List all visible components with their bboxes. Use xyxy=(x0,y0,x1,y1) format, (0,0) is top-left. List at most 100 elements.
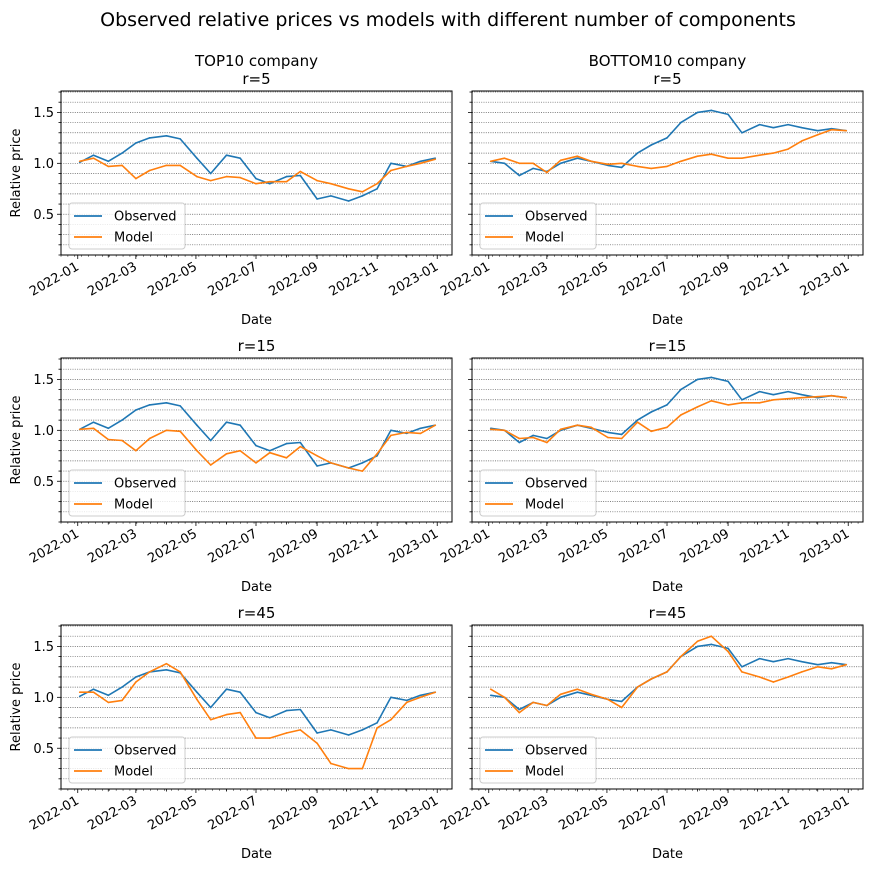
x-tick-label: 2022-03 xyxy=(85,259,140,299)
x-tick-label: 2022-09 xyxy=(678,259,733,299)
x-tick-label: 2023-01 xyxy=(387,526,442,566)
legend: Observed Model xyxy=(479,736,597,784)
data-point-observed xyxy=(268,449,271,452)
x-tick-label: 2022-05 xyxy=(556,793,611,833)
data-point-observed xyxy=(121,419,123,421)
data-point-model xyxy=(209,179,212,182)
x-tick-label: 2022-03 xyxy=(496,793,551,833)
x-tick-label: 2022-03 xyxy=(85,793,140,833)
data-point-model xyxy=(518,711,521,714)
axes-frame xyxy=(471,357,864,523)
series-line-observed xyxy=(79,401,436,469)
x-tick-label: 2023-01 xyxy=(387,793,442,833)
data-point-model xyxy=(727,404,729,406)
data-point-model xyxy=(650,167,653,170)
data-point-model xyxy=(390,718,392,721)
data-point-observed xyxy=(225,688,228,690)
x-tick-label: 2022-03 xyxy=(85,526,140,566)
data-point-model xyxy=(679,655,682,658)
data-point-model xyxy=(741,671,743,673)
data-point-observed xyxy=(135,676,137,678)
data-point-model xyxy=(434,691,437,694)
data-point-observed xyxy=(361,729,364,731)
data-point-model xyxy=(285,732,288,734)
data-point-model xyxy=(405,165,408,168)
data-point-model xyxy=(434,424,437,427)
y-tick-label: 0.5 xyxy=(33,742,54,757)
data-point-observed xyxy=(666,137,668,139)
data-point-model xyxy=(196,698,198,701)
data-point-observed xyxy=(710,109,713,112)
axes-frame xyxy=(471,624,864,790)
data-point-model xyxy=(532,162,534,165)
data-point-observed xyxy=(299,174,302,177)
data-point-model xyxy=(316,742,318,744)
data-point-model xyxy=(179,164,181,167)
data-point-observed xyxy=(518,174,521,177)
data-point-model xyxy=(225,713,228,716)
x-tick-label: 2022-09 xyxy=(678,526,733,566)
data-point-observed xyxy=(727,380,729,383)
data-point-model xyxy=(268,737,271,739)
data-point-observed xyxy=(772,660,775,663)
data-point-observed xyxy=(196,691,198,694)
data-point-observed xyxy=(78,695,81,698)
data-point-model xyxy=(361,470,364,472)
data-point-observed xyxy=(559,162,562,165)
data-point-model xyxy=(758,154,761,156)
data-point-observed xyxy=(225,421,228,423)
x-tick-label: 2022-11 xyxy=(327,259,382,299)
data-point-model xyxy=(148,169,151,172)
data-point-observed xyxy=(696,645,699,648)
data-point-observed xyxy=(532,167,534,170)
data-point-model xyxy=(361,191,364,193)
data-point-model xyxy=(801,396,803,399)
data-point-model xyxy=(830,668,833,670)
y-tick-label: 0.5 xyxy=(33,475,54,490)
subplot-title: r=15 xyxy=(238,337,276,355)
data-point-observed xyxy=(710,376,713,379)
data-point-observed xyxy=(727,647,729,650)
data-point-observed xyxy=(518,708,521,711)
data-point-model xyxy=(268,451,271,454)
data-point-observed xyxy=(92,154,95,156)
x-axis-label: Date xyxy=(652,313,683,328)
x-tick-label: 2022-11 xyxy=(327,793,382,833)
series-line-observed xyxy=(79,135,436,202)
data-point-model xyxy=(696,406,699,408)
data-point-model xyxy=(845,663,848,666)
data-point-model xyxy=(607,698,609,701)
data-point-observed xyxy=(758,123,761,126)
data-point-observed xyxy=(135,142,137,144)
legend: Observed Model xyxy=(68,202,186,250)
data-point-model xyxy=(772,681,775,683)
data-point-model xyxy=(787,148,789,150)
subplot-title: r=15 xyxy=(649,337,687,355)
data-point-model xyxy=(78,691,81,694)
data-point-observed xyxy=(255,711,257,714)
data-point-model xyxy=(607,163,609,166)
data-point-observed xyxy=(239,691,242,694)
data-point-model xyxy=(148,437,151,440)
data-point-model xyxy=(816,665,819,668)
data-point-model xyxy=(316,179,318,182)
data-point-observed xyxy=(787,657,789,660)
legend-label: Observed xyxy=(114,210,177,225)
data-point-model xyxy=(758,402,761,404)
data-point-model xyxy=(135,681,137,683)
data-point-observed xyxy=(816,129,819,132)
y-tick-label: 1.5 xyxy=(33,640,54,655)
x-tick-label: 2022-07 xyxy=(616,259,671,299)
data-point-model xyxy=(576,155,579,157)
data-point-observed xyxy=(390,696,392,699)
y-tick-label: 1.5 xyxy=(33,373,54,388)
data-point-model xyxy=(196,175,198,178)
data-point-observed xyxy=(696,111,699,114)
data-point-observed xyxy=(225,154,228,156)
x-axis-label: Date xyxy=(652,847,683,862)
legend-label: Model xyxy=(114,498,153,513)
legend-label: Observed xyxy=(114,744,177,759)
data-point-observed xyxy=(816,663,819,666)
subplot-r1-c2: 2022-01 2022-03 2022-05 2022-07 2022-09 2022-… xyxy=(438,52,864,328)
data-point-model xyxy=(772,152,775,154)
